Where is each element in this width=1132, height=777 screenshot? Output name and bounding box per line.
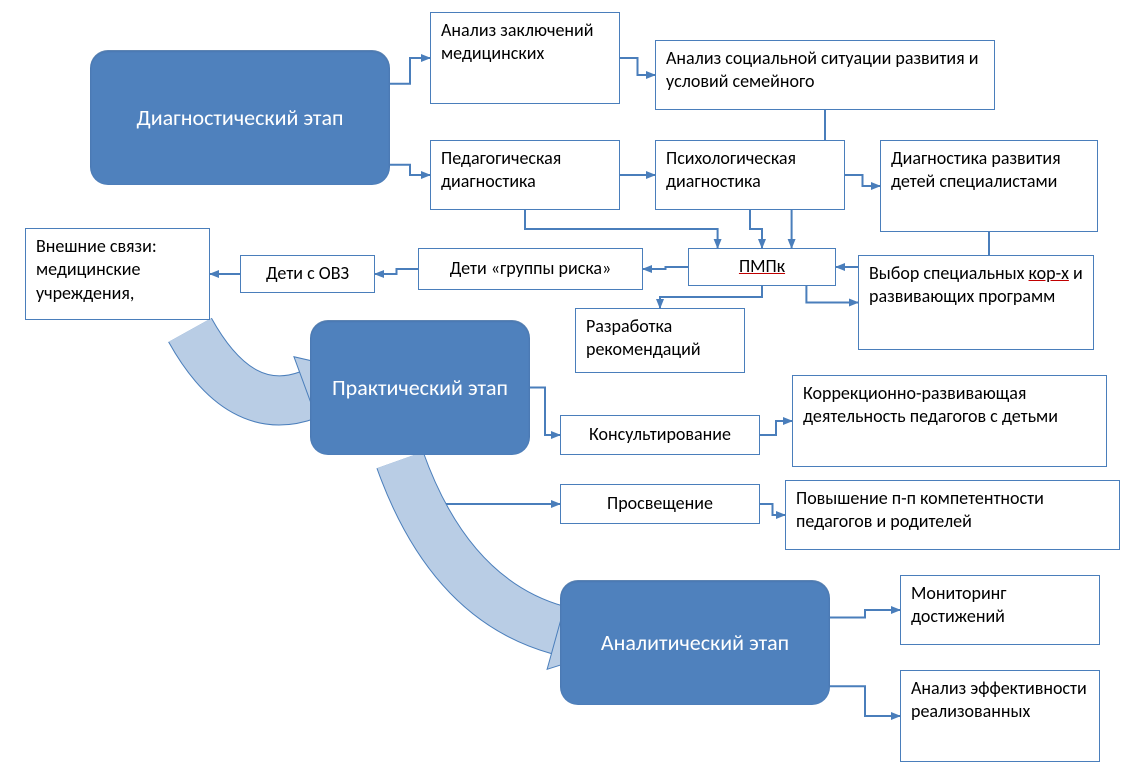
node-n_risk: Дети «группы риска» bbox=[418, 248, 643, 290]
stage-stage2: Практический этап bbox=[310, 320, 530, 455]
node-label: Разработка рекомендаций bbox=[586, 315, 734, 362]
node-n_ovz: Дети с ОВЗ bbox=[240, 255, 375, 293]
edge-n_consult-to-n_korr bbox=[760, 421, 792, 435]
node-n_pp: Повышение п-п компетентности педагогов и… bbox=[785, 480, 1120, 550]
stage-stage3: Аналитический этап bbox=[560, 580, 830, 705]
node-label: Анализ заключений медицинских bbox=[441, 19, 609, 66]
edge-n_ped_diag-to-n_pmpk bbox=[525, 210, 718, 248]
node-label: Анализ социальной ситуации развития и ус… bbox=[666, 47, 984, 94]
node-label: Дети с ОВЗ bbox=[266, 262, 349, 285]
node-n_ext: Внешние связи: медицинские учреждения, bbox=[25, 228, 210, 320]
node-label: Педагогическая диагностика bbox=[441, 147, 609, 194]
node-label: Психологическая диагностика bbox=[666, 147, 834, 194]
node-label: Внешние связи: медицинские учреждения, bbox=[36, 235, 199, 305]
node-n_analiz_soc: Анализ социальной ситуации развития и ус… bbox=[655, 40, 995, 110]
node-label: Дети «группы риска» bbox=[450, 257, 612, 280]
edge-n_analiz_med-to-n_analiz_soc bbox=[620, 58, 655, 75]
node-n_analiz_med: Анализ заключений медицинских bbox=[430, 12, 620, 104]
edge-n_psy_diag-to-n_spec_diag bbox=[845, 175, 880, 186]
node-label: Просвещение bbox=[607, 492, 713, 515]
edge-n_prosv-to-n_pp bbox=[760, 504, 785, 515]
edge-n_pmpk-to-n_recom bbox=[660, 286, 762, 308]
edge-stage3-to-n_eff bbox=[830, 686, 900, 716]
edge-n_pmpk-to-n_spec_prog bbox=[806, 286, 858, 303]
node-n_korr: Коррекционно-развивающая деятельность пе… bbox=[792, 375, 1107, 467]
node-label: Анализ эффективности реализованных bbox=[911, 677, 1089, 724]
node-n_psy_diag: Психологическая диагностика bbox=[655, 140, 845, 210]
node-label: Повышение п-п компетентности педагогов и… bbox=[796, 487, 1109, 534]
node-n_prosv: Просвещение bbox=[560, 484, 760, 524]
stage-stage1: Диагностический этап bbox=[90, 50, 390, 185]
edge-n_risk-to-n_ovz bbox=[375, 269, 418, 274]
edge-stage1-to-n_ped_diag bbox=[390, 165, 430, 175]
node-n_recom: Разработка рекомендаций bbox=[575, 308, 745, 373]
node-label: Диагностика развития детей специалистами bbox=[891, 147, 1087, 194]
edge-stage2-to-n_prosv bbox=[420, 455, 560, 504]
node-n_spec_prog: Выбор специальных кор-х и развивающих пр… bbox=[858, 255, 1094, 350]
node-n_monitor: Мониторинг достижений bbox=[900, 575, 1100, 645]
edge-stage1-to-n_analiz_med bbox=[390, 58, 430, 84]
edge-n_pmpk-to-n_risk bbox=[643, 267, 688, 269]
node-label: Коррекционно-развивающая деятельность пе… bbox=[803, 382, 1096, 429]
node-label: Мониторинг достижений bbox=[911, 582, 1089, 629]
stage-label: Практический этап bbox=[332, 374, 508, 402]
node-label: ПМПк bbox=[739, 255, 785, 278]
node-label: Выбор специальных кор-х и развивающих пр… bbox=[869, 262, 1083, 309]
node-label: Консультирование bbox=[589, 423, 731, 446]
node-n_spec_diag: Диагностика развития детей специалистами bbox=[880, 140, 1098, 232]
node-n_consult: Консультирование bbox=[560, 415, 760, 455]
stage-label: Диагностический этап bbox=[137, 104, 344, 132]
node-n_ped_diag: Педагогическая диагностика bbox=[430, 140, 620, 210]
diagram-canvas: Диагностический этап Практический этап Ана… bbox=[0, 0, 1132, 777]
node-n_eff: Анализ эффективности реализованных bbox=[900, 670, 1100, 762]
node-n_pmpk: ПМПк bbox=[688, 248, 836, 286]
edge-stage3-to-n_monitor bbox=[830, 610, 900, 618]
edge-n_psy_diag-to-n_pmpk bbox=[750, 210, 762, 248]
edge-stage2-to-n_consult bbox=[530, 388, 560, 436]
stage-label: Аналитический этап bbox=[601, 629, 789, 657]
